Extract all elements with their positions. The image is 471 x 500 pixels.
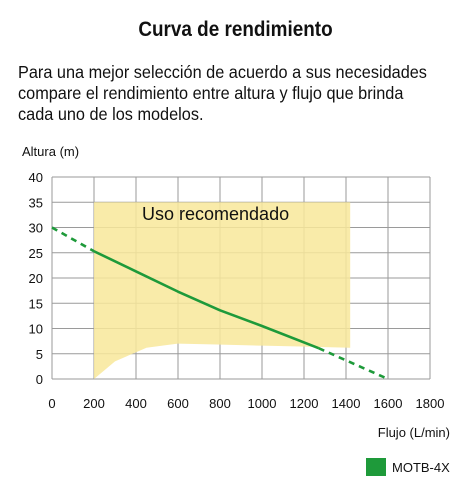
y-tick-label-4: 20 bbox=[29, 271, 43, 286]
y-tick-label-6: 30 bbox=[29, 221, 43, 236]
x-tick-label-0: 0 bbox=[48, 396, 55, 411]
y-tick-label-5: 25 bbox=[29, 246, 43, 261]
y-tick-label-1: 5 bbox=[36, 347, 43, 362]
y-tick-label-2: 10 bbox=[29, 322, 43, 337]
y-tick-label-8: 40 bbox=[29, 170, 43, 185]
recommended-region bbox=[94, 202, 351, 379]
x-tick-label-5: 1000 bbox=[248, 396, 277, 411]
series-line-0 bbox=[93, 250, 320, 350]
x-tick-label-8: 1600 bbox=[374, 396, 403, 411]
y-tick-label-3: 15 bbox=[29, 296, 43, 311]
chart-title: Curva de rendimiento bbox=[138, 18, 333, 41]
legend-swatch bbox=[366, 458, 386, 476]
series-dashed-end-0 bbox=[318, 347, 389, 381]
y-axis-label: Altura (m) bbox=[22, 144, 79, 159]
x-tick-label-1: 200 bbox=[83, 396, 105, 411]
y-tick-label-7: 35 bbox=[29, 195, 43, 210]
x-tick-label-7: 1400 bbox=[332, 396, 361, 411]
x-tick-label-3: 600 bbox=[167, 396, 189, 411]
chart-description: Para una mejor selección de acuerdo a su… bbox=[18, 62, 427, 124]
x-tick-label-9: 1800 bbox=[416, 396, 445, 411]
x-axis-label: Flujo (L/min) bbox=[378, 425, 450, 440]
x-tick-label-6: 1200 bbox=[290, 396, 319, 411]
x-tick-labels: 0 200 400 600 800 1000 1200 1400 1600 1800 bbox=[48, 396, 444, 411]
y-tick-label-0: 0 bbox=[36, 372, 43, 387]
y-tick-labels: 0 5 10 15 20 25 30 35 40 bbox=[29, 170, 43, 387]
series-group bbox=[51, 226, 389, 381]
x-tick-label-4: 800 bbox=[209, 396, 231, 411]
series-dashed-start-0 bbox=[51, 226, 95, 253]
recommended-region-label: Uso recomendado bbox=[142, 204, 289, 224]
x-tick-label-2: 400 bbox=[125, 396, 147, 411]
legend-label: MOTB-4X bbox=[392, 460, 450, 475]
